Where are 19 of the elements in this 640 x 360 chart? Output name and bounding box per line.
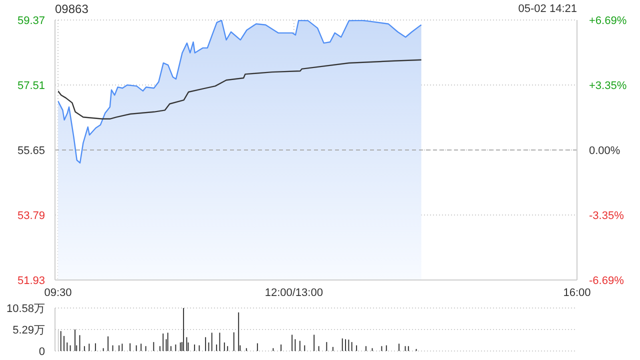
chart-title: 09863 <box>55 2 88 16</box>
x-tick-label: 09:30 <box>44 286 72 299</box>
y-tick-label: 10.58万 <box>6 303 45 315</box>
line-series <box>58 59 422 120</box>
y2-tick-label: 0.00% <box>589 145 620 157</box>
x-tick-label: 12:00/13:00 <box>264 286 323 299</box>
y2-tick-label: -3.35% <box>589 210 624 222</box>
y-tick-label: 51.93 <box>17 275 45 287</box>
y-tick-label: 5.29万 <box>12 324 45 336</box>
y-tick-label: 0 <box>38 346 45 358</box>
y2-tick-label: -6.69% <box>589 275 624 287</box>
text: 05-02 14:21 <box>518 3 577 15</box>
y-tick-label: 59.37 <box>17 15 45 27</box>
x-tick-label: 16:00 <box>563 286 591 299</box>
y2-tick-label: +3.35% <box>589 80 627 92</box>
y-tick-label: 53.79 <box>17 210 45 222</box>
y2-tick-label: +6.69% <box>589 15 627 27</box>
y-tick-label: 55.65 <box>17 145 45 157</box>
y-tick-label: 57.51 <box>17 80 45 92</box>
